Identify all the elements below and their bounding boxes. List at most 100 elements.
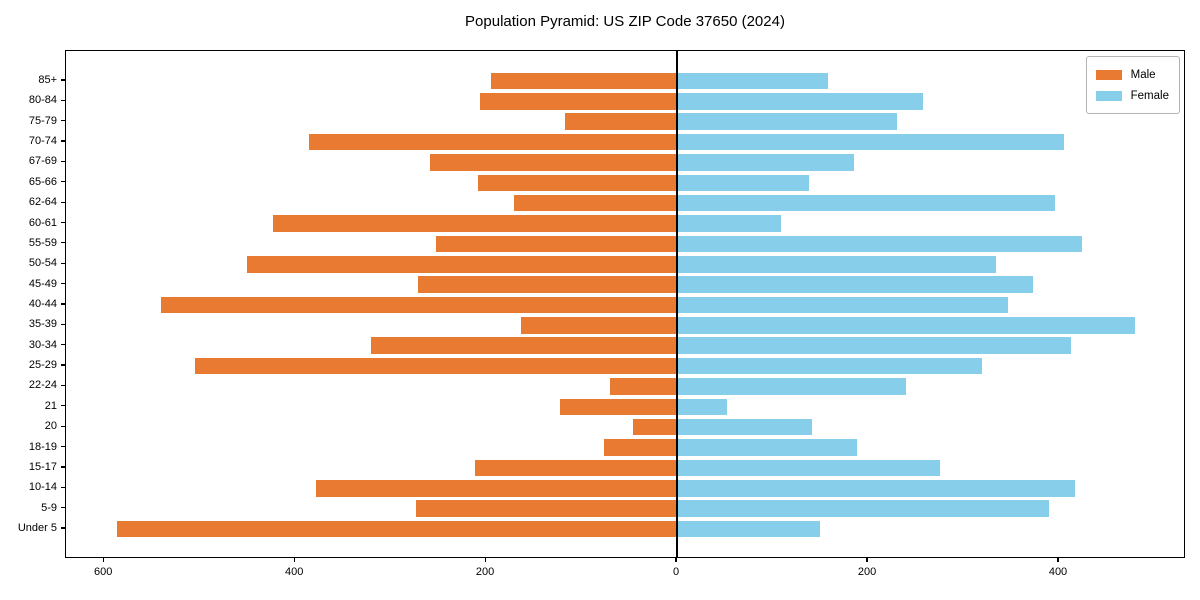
- male-bar-55-59: [435, 235, 678, 253]
- y-tick-mark: [61, 283, 65, 285]
- female-legend-label: Female: [1130, 89, 1169, 102]
- x-tick-mark: [102, 558, 104, 562]
- female-bar-65-66: [677, 174, 809, 192]
- y-tick-mark: [61, 262, 65, 264]
- male-bar-22-24: [610, 378, 678, 395]
- y-tick-mark: [61, 303, 65, 305]
- y-tick-mark: [61, 384, 65, 387]
- y-tick-label-under-5: Under 5: [17, 522, 57, 534]
- y-tick-mark: [61, 99, 65, 101]
- y-tick-label-5-9: 5-9: [41, 501, 57, 514]
- male-bar-70-74: [309, 133, 678, 151]
- female-bar-10-14: [677, 480, 1076, 497]
- male-bar-18-19: [603, 439, 678, 456]
- x-tick-label-400: 400: [284, 566, 304, 578]
- x-tick-label-200: 200: [857, 566, 877, 578]
- female-bar-80-84: [677, 93, 924, 110]
- y-tick-mark: [61, 344, 65, 346]
- female-bar-85+: [677, 72, 828, 90]
- female-bar-62-64: [677, 194, 1056, 212]
- y-tick-mark: [61, 507, 65, 509]
- y-tick-label-22-24: 22-24: [28, 379, 57, 392]
- y-tick-mark: [61, 425, 65, 427]
- y-tick-label-65-66: 65-66: [28, 175, 57, 188]
- female-bar-15-17: [677, 459, 940, 477]
- chart-title: Population Pyramid: US ZIP Code 37650 (2…: [465, 13, 785, 30]
- female-bar-55-59: [677, 235, 1082, 253]
- x-tick-mark: [293, 558, 295, 562]
- female-bar-60-61: [677, 215, 782, 232]
- female-bar-under-5: [677, 520, 821, 538]
- y-tick-mark: [61, 323, 65, 325]
- male-bar-under-5: [116, 520, 678, 538]
- y-tick-mark: [61, 527, 65, 529]
- y-tick-label-80-84: 80-84: [28, 94, 57, 107]
- x-tick-mark: [675, 558, 677, 562]
- y-tick-mark: [61, 120, 65, 122]
- male-bar-10-14: [316, 480, 678, 497]
- y-tick-mark: [61, 486, 65, 488]
- y-tick-label-40-44: 40-44: [28, 298, 57, 310]
- male-bar-65-66: [477, 174, 678, 192]
- y-tick-label-55-59: 55-59: [28, 236, 57, 249]
- legend-row-female: Female: [1095, 85, 1169, 106]
- female-bar-70-74: [677, 133, 1064, 151]
- y-tick-mark: [61, 181, 65, 183]
- male-bar-15-17: [474, 459, 678, 477]
- female-bar-21: [677, 398, 727, 416]
- male-legend-label: Male: [1130, 68, 1156, 81]
- y-tick-mark: [61, 466, 65, 468]
- y-tick-label-85+: 85+: [38, 74, 57, 86]
- y-tick-label-50-54: 50-54: [28, 257, 57, 270]
- y-tick-mark: [61, 79, 65, 81]
- y-tick-mark: [61, 140, 65, 142]
- y-tick-label-67-69: 67-69: [28, 155, 57, 168]
- female-bar-5-9: [677, 500, 1050, 517]
- y-tick-label-30-34: 30-34: [28, 338, 57, 351]
- y-tick-mark: [61, 160, 65, 163]
- female-bar-50-54: [677, 256, 996, 273]
- male-bar-50-54: [247, 256, 678, 273]
- y-tick-mark: [61, 445, 65, 448]
- y-tick-mark: [61, 201, 65, 203]
- y-tick-label-25-29: 25-29: [28, 359, 57, 372]
- y-tick-mark: [61, 221, 65, 224]
- female-bar-67-69: [677, 154, 854, 171]
- y-tick-label-18-19: 18-19: [28, 440, 57, 453]
- male-bar-5-9: [416, 500, 678, 517]
- female-bar-25-29: [677, 357, 982, 375]
- female-bar-20: [677, 418, 812, 436]
- male-bar-35-39: [521, 317, 678, 334]
- y-tick-mark: [61, 405, 65, 407]
- female-bar-18-19: [677, 439, 857, 456]
- x-tick-label-200: 200: [475, 566, 495, 578]
- legend-row-male: Male: [1095, 64, 1169, 85]
- male-bar-20: [633, 418, 678, 436]
- male-bar-40-44: [160, 296, 678, 314]
- zero-axis-line: [676, 51, 678, 557]
- male-legend-swatch: [1095, 69, 1122, 80]
- y-tick-label-20: 20: [44, 420, 57, 433]
- male-bar-25-29: [194, 357, 678, 375]
- female-legend-swatch: [1095, 90, 1122, 101]
- male-bar-85+: [490, 72, 678, 90]
- legend: Male Female: [1085, 56, 1180, 114]
- male-bar-75-79: [565, 113, 678, 130]
- female-bar-45-49: [677, 276, 1034, 293]
- female-bar-40-44: [677, 296, 1009, 314]
- x-tick-label-400: 400: [1048, 566, 1068, 578]
- x-tick-mark: [484, 558, 486, 562]
- male-bar-45-49: [418, 276, 678, 293]
- male-bar-30-34: [370, 337, 678, 354]
- male-bar-67-69: [429, 154, 678, 171]
- male-bar-21: [559, 398, 678, 416]
- y-tick-label-15-17: 15-17: [28, 460, 57, 473]
- plot-area: Male Female: [65, 50, 1185, 558]
- male-bar-80-84: [480, 93, 678, 110]
- y-tick-label-10-14: 10-14: [28, 481, 57, 494]
- x-tick-label-0: 0: [673, 566, 680, 578]
- y-tick-mark: [61, 242, 65, 244]
- x-tick-label-600: 600: [94, 566, 113, 578]
- y-tick-label-45-49: 45-49: [28, 277, 57, 290]
